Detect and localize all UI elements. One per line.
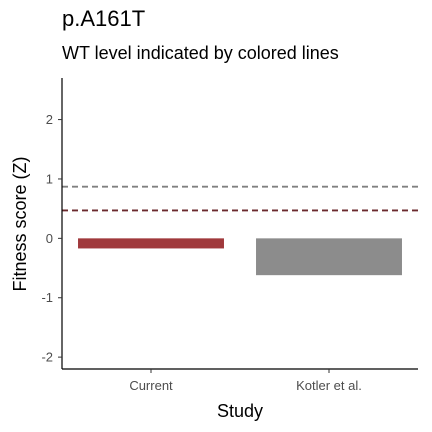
y-tick-label: -1 — [41, 290, 53, 305]
x-tick-label: Kotler et al. — [296, 378, 362, 393]
y-tick-label: 0 — [46, 231, 53, 246]
x-tick-label: Current — [129, 378, 173, 393]
y-axis-title: Fitness score (Z) — [10, 156, 30, 291]
reference-lines — [62, 185, 418, 212]
y-tick-label: -2 — [41, 350, 53, 365]
chart-subtitle: WT level indicated by colored lines — [62, 43, 339, 63]
chart-title: p.A161T — [62, 6, 146, 31]
y-ticks: -2 -1 0 1 2 — [41, 112, 62, 365]
x-ticks: Current Kotler et al. — [129, 369, 362, 393]
bars — [78, 238, 402, 276]
y-tick-label: 1 — [46, 171, 53, 186]
x-axis-title: Study — [217, 401, 263, 421]
y-tick-label: 2 — [46, 112, 53, 127]
bar-kotler-et-al — [256, 238, 402, 276]
bar-current — [78, 238, 224, 249]
